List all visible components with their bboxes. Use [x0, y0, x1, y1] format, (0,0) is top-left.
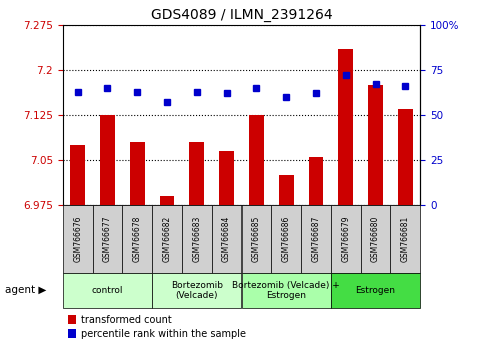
Bar	[152, 205, 182, 273]
Bar	[309, 157, 324, 205]
Text: GSM766682: GSM766682	[163, 216, 171, 262]
Bar	[70, 145, 85, 205]
Bar	[249, 115, 264, 205]
Bar	[301, 205, 331, 273]
Bar	[93, 205, 122, 273]
Bar	[159, 196, 174, 205]
Text: GSM766678: GSM766678	[133, 216, 142, 262]
Text: GSM766686: GSM766686	[282, 216, 291, 262]
Text: GSM766684: GSM766684	[222, 216, 231, 262]
Bar	[68, 315, 76, 324]
Bar	[152, 273, 242, 308]
Title: GDS4089 / ILMN_2391264: GDS4089 / ILMN_2391264	[151, 8, 332, 22]
Text: Bortezomib
(Velcade): Bortezomib (Velcade)	[171, 281, 223, 300]
Bar	[122, 205, 152, 273]
Bar	[219, 151, 234, 205]
Text: GSM766679: GSM766679	[341, 216, 350, 262]
Bar	[331, 273, 420, 308]
Text: GSM766685: GSM766685	[252, 216, 261, 262]
Text: Bortezomib (Velcade) +
Estrogen: Bortezomib (Velcade) + Estrogen	[232, 281, 340, 300]
Text: GSM766680: GSM766680	[371, 216, 380, 262]
Bar	[130, 142, 145, 205]
Bar	[68, 329, 76, 338]
Bar	[100, 115, 115, 205]
Bar	[242, 273, 331, 308]
Text: Estrogen: Estrogen	[355, 286, 396, 295]
Bar	[390, 205, 420, 273]
Text: control: control	[92, 286, 123, 295]
Bar	[361, 205, 390, 273]
Bar	[182, 205, 212, 273]
Text: GSM766677: GSM766677	[103, 216, 112, 262]
Bar	[271, 205, 301, 273]
Bar	[189, 142, 204, 205]
Text: GSM766676: GSM766676	[73, 216, 82, 262]
Text: transformed count: transformed count	[81, 315, 172, 325]
Bar	[368, 85, 383, 205]
Text: GSM766687: GSM766687	[312, 216, 320, 262]
Bar	[242, 205, 271, 273]
Bar	[338, 49, 353, 205]
Bar	[398, 109, 413, 205]
Bar	[63, 273, 152, 308]
Bar	[279, 175, 294, 205]
Bar	[331, 205, 361, 273]
Bar	[212, 205, 242, 273]
Text: percentile rank within the sample: percentile rank within the sample	[81, 329, 246, 339]
Text: GSM766681: GSM766681	[401, 216, 410, 262]
Text: GSM766683: GSM766683	[192, 216, 201, 262]
Bar	[63, 205, 93, 273]
Text: agent ▶: agent ▶	[5, 285, 46, 295]
